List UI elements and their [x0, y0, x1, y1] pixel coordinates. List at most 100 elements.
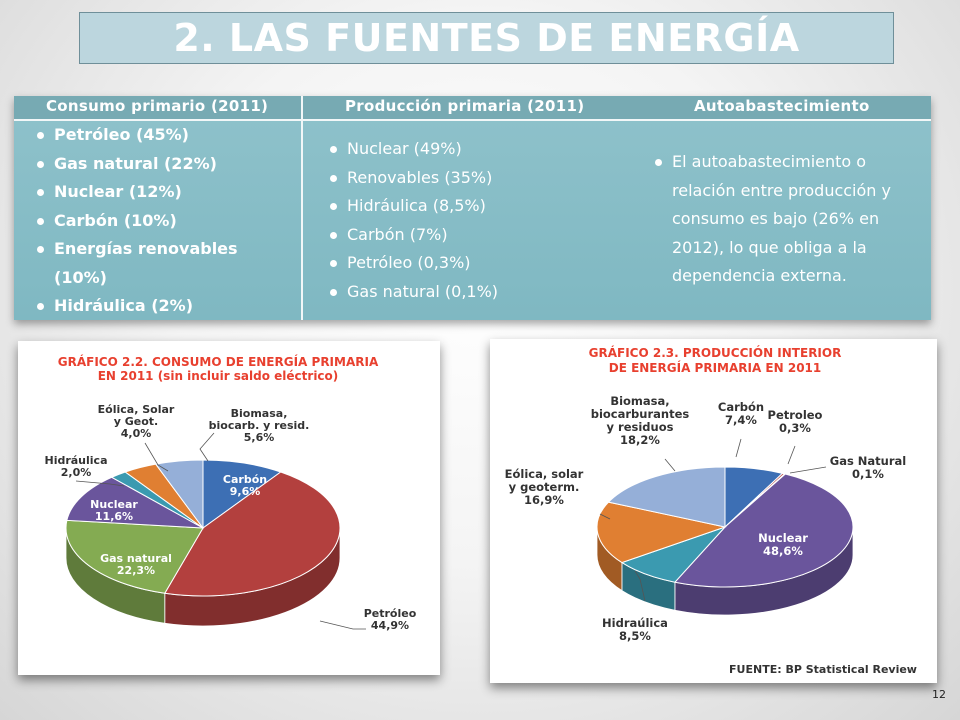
label-biomasa-biocarb-y-resid: Biomasa, biocarb. y resid. 5,6%	[209, 407, 310, 444]
chart-produccion-interior: GRÁFICO 2.3. PRODUCCIÓN INTERIOR DE ENERG…	[490, 339, 937, 683]
label-nuclear-line: Nuclear	[758, 531, 808, 545]
label-gas-natural-line: 0,1%	[852, 467, 884, 481]
chart-title: GRÁFICO 2.2. CONSUMO DE ENERGÍA PRIMARIA…	[58, 354, 379, 383]
label-petroleo: Petroleo 0,3%	[768, 408, 823, 435]
produccion-item: Gas natural (0,1%)	[327, 278, 587, 307]
pie-slice-biomasa-biocarb-y-resid	[154, 459, 204, 530]
label-gas-natural: Gas natural 22,3%	[100, 552, 172, 577]
table-header: Consumo primario (2011) Producción prima…	[14, 96, 931, 121]
chart-consumo-primario: GRÁFICO 2.2. CONSUMO DE ENERGÍA PRIMARIA…	[18, 341, 440, 675]
label-biomasa-biocarburantes-y-residuos-line: y residuos	[607, 420, 674, 434]
pie-slice-nuclear	[673, 473, 854, 588]
header-consumo: Consumo primario (2011)	[46, 97, 269, 115]
label-hidraulica-line: Hidráulica	[44, 454, 107, 467]
pie-slice-biomasa-biocarburantes-y-residuos	[607, 466, 726, 528]
pie-slice-nuclear	[66, 476, 204, 529]
chart-title: GRÁFICO 2.3. PRODUCCIÓN INTERIOR DE ENERG…	[589, 345, 842, 375]
leader-carbon	[735, 438, 742, 458]
label-eolica-solar-y-geoterm-line: Eólica, solar	[505, 467, 584, 481]
autoabastecimiento-column: El autoabastecimiento o relación entre p…	[652, 148, 922, 291]
label-gas-natural: Gas Natural 0,1%	[830, 454, 907, 481]
label-eolica-solar-y-geoterm-line: y geoterm.	[509, 480, 580, 494]
pie-chart-consumo: GRÁFICO 2.2. CONSUMO DE ENERGÍA PRIMARIA…	[44, 354, 417, 632]
label-hidraulica-line: Hidraúlica	[602, 616, 668, 630]
page-number: 12	[932, 688, 946, 701]
label-carbon: Carbón 7,4%	[718, 400, 764, 427]
label-biomasa-biocarb-y-resid-line: 5,6%	[244, 431, 275, 444]
label-carbon-line: 9,6%	[230, 485, 261, 498]
label-nuclear: Nuclear 48,6%	[758, 531, 808, 558]
energy-summary-table: Consumo primario (2011) Producción prima…	[14, 96, 931, 320]
pie-slice-petroleo	[163, 471, 341, 597]
label-carbon-line: Carbón	[718, 400, 764, 414]
chart-source-line: FUENTE: BP Statistical Review	[729, 663, 917, 676]
consumo-item: Energías renovables (10%)	[34, 235, 256, 292]
label-carbon: Carbón 9,6%	[223, 473, 267, 498]
chart-title-line: GRÁFICO 2.2. CONSUMO DE ENERGÍA PRIMARIA	[58, 354, 379, 369]
label-biomasa-biocarburantes-y-residuos-line: biocarburantes	[591, 407, 690, 421]
label-biomasa-biocarb-y-resid-line: Biomasa,	[231, 407, 288, 420]
label-hidraulica-line: 8,5%	[619, 629, 651, 643]
chart-title-line: DE ENERGÍA PRIMARIA EN 2011	[609, 360, 822, 375]
label-hidraulica-line: 2,0%	[61, 466, 92, 479]
chart-source: FUENTE: BP Statistical Review	[729, 663, 917, 676]
label-petroleo: Petróleo 44,9%	[364, 607, 417, 632]
consumo-item: Carbón (10%)	[34, 207, 256, 236]
label-eolica-solar-y-geot-line: y Geot.	[114, 415, 158, 428]
leader-gasnatural	[789, 466, 827, 474]
label-nuclear: Nuclear 11,6%	[90, 498, 138, 523]
pie-slice-eolica-solar-y-geoterm	[596, 501, 727, 564]
label-carbon-line: Carbón	[223, 473, 267, 486]
label-nuclear-line: 48,6%	[763, 544, 803, 558]
consumo-column: Petróleo (45%) Gas natural (22%) Nuclear…	[34, 121, 256, 321]
header-autoabastecimiento: Autoabastecimiento	[694, 97, 870, 115]
label-petroleo-line: 0,3%	[779, 421, 811, 435]
label-gas-natural-line: Gas Natural	[830, 454, 907, 468]
leader-petroleo	[787, 445, 796, 465]
pie-chart-produccion: GRÁFICO 2.3. PRODUCCIÓN INTERIOR DE ENERG…	[505, 345, 917, 676]
leader-biomasa	[664, 458, 676, 472]
leader-petroleo	[319, 620, 366, 630]
label-gas-natural-line: Gas natural	[100, 552, 172, 565]
label-gas-natural-line: 22,3%	[117, 564, 155, 577]
leader-biomasa	[199, 432, 215, 462]
label-biomasa-biocarburantes-y-residuos-line: Biomasa,	[610, 394, 669, 408]
consumo-item: Petróleo (45%)	[34, 121, 256, 150]
pie-slice-carbon	[202, 459, 282, 529]
label-eolica-solar-y-geoterm-line: 16,9%	[524, 493, 564, 507]
produccion-item: Hidráulica (8,5%)	[327, 192, 587, 221]
label-eolica-solar-y-geot-line: 4,0%	[121, 427, 152, 440]
label-hidraulica: Hidráulica 2,0%	[44, 454, 107, 479]
column-divider	[301, 96, 303, 320]
label-petroleo-line: 44,9%	[371, 619, 409, 632]
label-eolica-solar-y-geot-line: Eólica, Solar	[98, 403, 175, 416]
label-biomasa-biocarburantes-y-residuos-line: 18,2%	[620, 433, 660, 447]
leader-eolica	[599, 513, 611, 520]
label-petroleo-line: Petroleo	[768, 408, 823, 422]
chart-title-line: GRÁFICO 2.3. PRODUCCIÓN INTERIOR	[589, 345, 842, 360]
slide-title-box: 2. LAS FUENTES DE ENERGÍA	[79, 12, 894, 64]
label-biomasa-biocarb-y-resid-line: biocarb. y resid.	[209, 419, 310, 432]
consumo-item: Hidráulica (2%)	[34, 292, 256, 321]
label-petroleo-line: Petróleo	[364, 607, 417, 620]
label-eolica-solar-y-geoterm: Eólica, solar y geoterm. 16,9%	[505, 467, 584, 507]
pie-slice-gas-natural	[65, 519, 204, 594]
consumo-item: Nuclear (12%)	[34, 178, 256, 207]
label-nuclear-line: 11,6%	[95, 510, 133, 523]
label-nuclear-line: Nuclear	[90, 498, 138, 511]
leader-eolica	[144, 442, 169, 472]
autoabastecimiento-text: El autoabastecimiento o relación entre p…	[652, 148, 922, 291]
produccion-item: Petróleo (0,3%)	[327, 249, 587, 278]
produccion-item: Carbón (7%)	[327, 221, 587, 250]
consumo-item: Gas natural (22%)	[34, 150, 256, 179]
slide-title: 2. LAS FUENTES DE ENERGÍA	[173, 16, 800, 60]
leader-hidraulica	[75, 480, 125, 487]
produccion-item: Nuclear (49%)	[327, 135, 587, 164]
label-carbon-line: 7,4%	[725, 413, 757, 427]
label-biomasa-biocarburantes-y-residuos: Biomasa, biocarburantes y residuos 18,2%	[591, 394, 690, 447]
leader-hidraulica	[634, 570, 646, 602]
produccion-column: Nuclear (49%) Renovables (35%) Hidráulic…	[327, 135, 587, 306]
chart-title-line: EN 2011 (sin incluir saldo eléctrico)	[98, 369, 339, 383]
header-produccion: Producción primaria (2011)	[345, 97, 585, 115]
label-hidraulica: Hidraúlica 8,5%	[602, 616, 668, 643]
